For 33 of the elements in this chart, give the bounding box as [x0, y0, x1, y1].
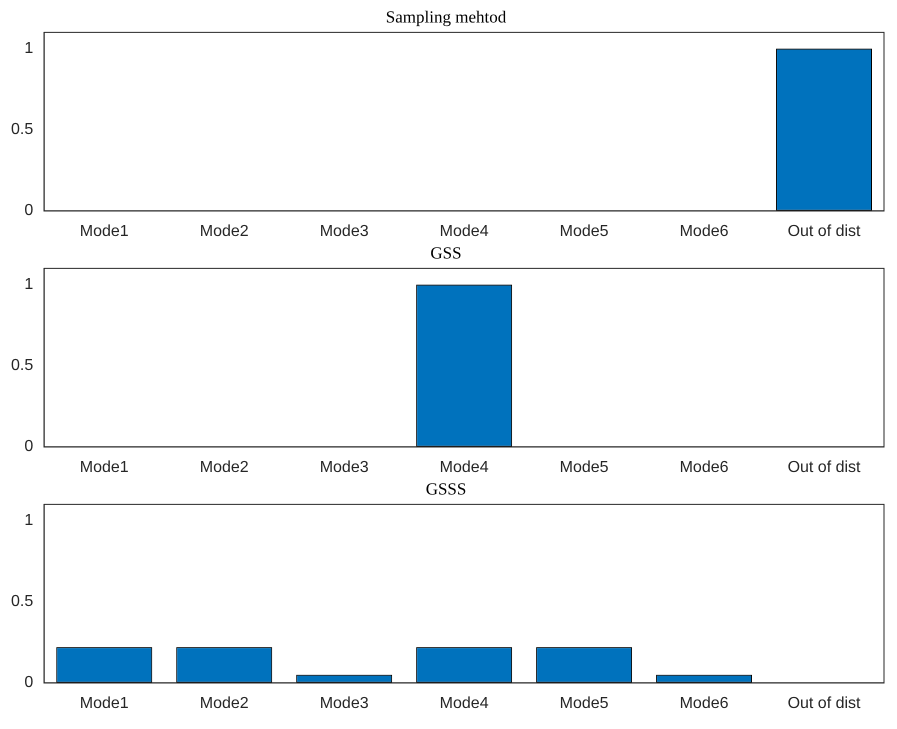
x-tick-label: Mode6 — [680, 458, 729, 476]
x-tick-label: Out of dist — [788, 458, 862, 476]
y-tick-label: 1 — [24, 40, 34, 58]
x-tick-label: Mode1 — [80, 222, 129, 240]
y-tick-label: 0.5 — [10, 121, 34, 138]
y-tick-label: 1 — [24, 512, 34, 530]
x-tick-label: Out of dist — [788, 694, 862, 712]
x-tick-label: Mode5 — [560, 694, 609, 712]
chart-title: GSS — [430, 244, 462, 263]
x-tick-label: Mode4 — [440, 694, 489, 712]
x-tick-label: Mode3 — [320, 694, 369, 712]
x-tick-label: Mode4 — [440, 458, 489, 476]
x-tick-label: Mode6 — [680, 222, 729, 240]
y-tick-label: 0 — [24, 438, 34, 456]
y-tick-label: 0 — [24, 202, 34, 220]
x-tick-label: Mode3 — [320, 458, 369, 476]
x-tick-label: Mode2 — [200, 458, 249, 476]
x-tick-label: Mode2 — [200, 694, 249, 712]
x-tick-label: Mode4 — [440, 222, 489, 240]
x-tick-label: Mode2 — [200, 222, 249, 240]
x-tick-label: Out of dist — [788, 222, 862, 240]
y-tick-label: 1 — [24, 276, 34, 294]
x-tick-label: Mode6 — [680, 694, 729, 712]
y-tick-label: 0.5 — [10, 593, 34, 610]
x-tick-label: Mode3 — [320, 222, 369, 240]
chart-title: Sampling mehtod — [386, 8, 507, 27]
chart-title: GSSS — [426, 480, 466, 499]
y-tick-label: 0.5 — [10, 357, 34, 374]
y-tick-label: 0 — [24, 674, 34, 692]
x-tick-label: Mode5 — [560, 458, 609, 476]
x-tick-label: Mode5 — [560, 222, 609, 240]
x-tick-label: Mode1 — [80, 458, 129, 476]
x-tick-label: Mode1 — [80, 694, 129, 712]
